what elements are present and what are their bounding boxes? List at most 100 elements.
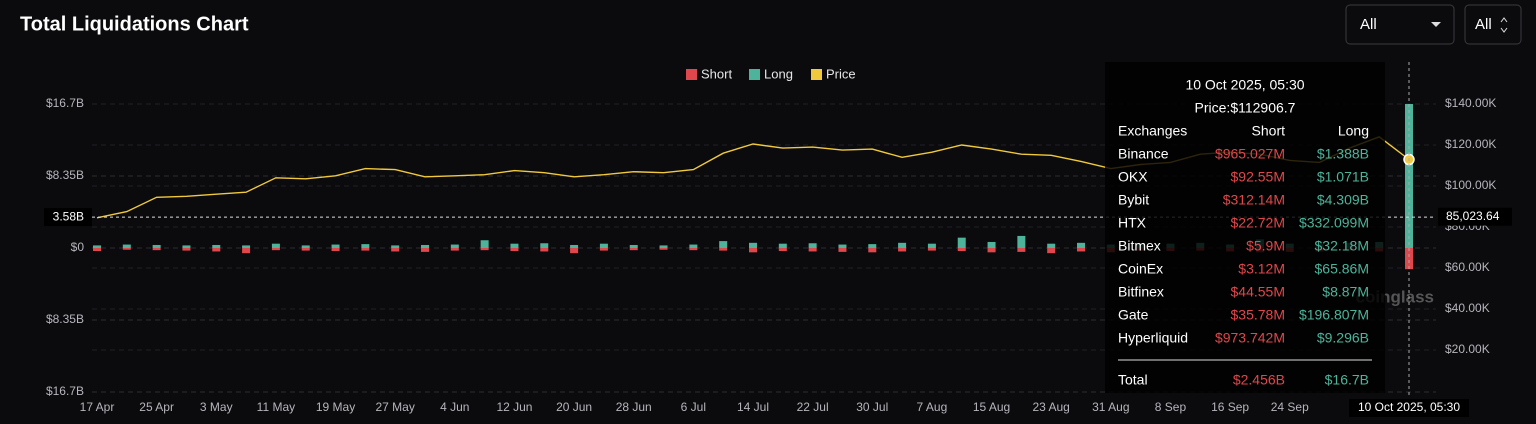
bar — [659, 248, 668, 250]
bar — [540, 243, 549, 248]
bar — [301, 245, 310, 248]
tooltip-cell: $65.86M — [1315, 261, 1369, 277]
x-tick-label: 12 Jun — [496, 400, 532, 414]
bar — [271, 248, 280, 251]
tooltip-cell: $1.388B — [1317, 146, 1369, 162]
dropdown-caret — [1431, 22, 1441, 27]
bar — [868, 244, 877, 248]
bar — [331, 244, 340, 248]
x-tick-label: 10 Oct 2025, 05:30 — [1358, 400, 1460, 414]
dropdown-box[interactable] — [1464, 4, 1522, 45]
x-tick-label: 6 Jul — [681, 400, 706, 414]
bar — [689, 244, 698, 248]
bar — [898, 242, 907, 248]
bar — [957, 248, 966, 252]
tooltip-cell: Bitfinex — [1118, 284, 1164, 300]
bar — [927, 248, 936, 251]
bar — [242, 248, 251, 254]
tooltip-cell: Hyperliquid — [1118, 330, 1188, 346]
x-tick-label: 14 Jul — [737, 400, 769, 414]
tooltip-cell: $3.12M — [1238, 261, 1285, 277]
bar — [599, 248, 608, 251]
tooltip-cell: $5.9M — [1246, 238, 1285, 254]
x-tick-label: 15 Aug — [973, 400, 1010, 414]
y2-tick-label: $20.00K — [1445, 342, 1490, 356]
tooltip-cell: Bybit — [1118, 192, 1149, 208]
dropdown-label[interactable]: All — [1475, 16, 1492, 33]
tooltip-cell: $8.87M — [1322, 284, 1369, 300]
bar — [182, 248, 191, 251]
tooltip-cell: $2.456B — [1233, 372, 1285, 388]
bar — [540, 248, 549, 252]
bar — [122, 244, 131, 248]
bar — [1077, 242, 1085, 248]
y2-tick-label: $60.00K — [1445, 260, 1490, 274]
crosshair-y-label: 3.58B — [53, 209, 84, 223]
tooltip-cell: Total — [1118, 372, 1148, 388]
x-tick-label: 23 Aug — [1032, 400, 1069, 414]
tooltip-cell: HTX — [1118, 215, 1147, 231]
x-tick-label: 3 May — [200, 400, 233, 414]
tooltip-cell: $973.742M — [1215, 330, 1285, 346]
crosshair-y2-label: 85,023.64 — [1446, 209, 1500, 223]
x-tick-label: 31 Aug — [1092, 400, 1129, 414]
bar — [987, 248, 996, 253]
tooltip-cell: $16.7B — [1325, 372, 1369, 388]
bar — [361, 244, 370, 248]
tooltip-title: 10 Oct 2025, 05:30 — [1185, 77, 1304, 93]
x-tick-label: 7 Aug — [917, 400, 948, 414]
x-tick-label: 24 Sep — [1271, 400, 1309, 414]
legend-swatch — [749, 69, 760, 80]
bar — [331, 248, 340, 252]
bar — [957, 237, 966, 248]
legend-swatch — [811, 69, 822, 80]
bar — [689, 248, 698, 251]
tooltip-cell: $44.55M — [1231, 284, 1285, 300]
tooltip-column-header: Short — [1252, 123, 1286, 139]
y2-tick-label: $100.00K — [1445, 178, 1496, 192]
bar — [659, 245, 668, 248]
bar — [450, 248, 459, 251]
tooltip-column-header: Long — [1338, 123, 1369, 139]
filter-dropdown[interactable]: All — [1464, 4, 1522, 45]
x-tick-label: 4 Jun — [440, 400, 469, 414]
bar — [570, 248, 579, 254]
bar — [480, 240, 489, 248]
tooltip-cell: OKX — [1118, 169, 1148, 185]
y-tick-label: $0 — [71, 240, 85, 254]
bar — [1017, 235, 1026, 248]
y-tick-label: $8.35B — [46, 168, 84, 182]
tooltip-cell: $4.309B — [1317, 192, 1369, 208]
dropdown-box[interactable] — [1345, 4, 1455, 45]
tooltip-price: Price:$112906.7 — [1195, 100, 1296, 116]
bar — [1047, 243, 1056, 248]
bar — [778, 248, 787, 252]
bar — [510, 243, 519, 248]
dropdown-label[interactable]: All — [1360, 16, 1377, 33]
x-tick-label: 27 May — [376, 400, 415, 414]
x-tick-label: 30 Jul — [856, 400, 888, 414]
bar — [629, 248, 638, 251]
bar — [749, 242, 757, 248]
bar — [749, 248, 757, 253]
filter-dropdown[interactable]: All — [1345, 4, 1455, 45]
bar — [212, 244, 221, 248]
bar — [480, 248, 489, 251]
y-tick-label: $16.7B — [46, 96, 84, 110]
crosshair-y-box — [44, 208, 92, 227]
x-tick-label: 11 May — [257, 400, 295, 414]
bar — [421, 244, 429, 248]
tooltip-cell: Gate — [1118, 307, 1149, 323]
bar — [599, 243, 608, 248]
y-tick-label: $8.35B — [46, 312, 84, 326]
tooltip-cell: $92.55M — [1231, 169, 1285, 185]
bar — [93, 248, 101, 252]
y2-tick-label: $40.00K — [1445, 301, 1490, 315]
tooltip-cell: $332.099M — [1299, 215, 1369, 231]
bar — [719, 241, 728, 248]
tooltip-cell: Bitmex — [1118, 238, 1161, 254]
bar — [152, 248, 161, 251]
bar — [1017, 248, 1026, 252]
bar — [927, 243, 936, 248]
